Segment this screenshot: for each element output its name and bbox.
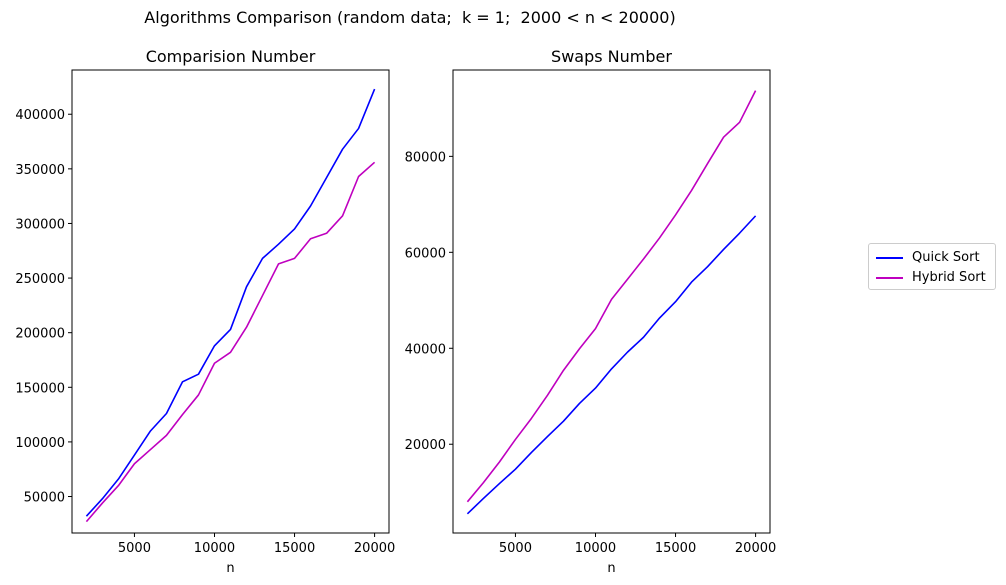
comparison-x-tick-label: 15000 xyxy=(274,541,315,556)
comparison-x-tick-label: 5000 xyxy=(118,541,151,556)
legend-swatch-quick-sort xyxy=(876,257,903,259)
swaps-chart: Swaps Number 5000 10000 15000 20000 20000 4000… xyxy=(405,47,777,576)
comparison-x-tick-label: 10000 xyxy=(194,541,235,556)
swaps-x-tick-label: 20000 xyxy=(735,541,776,556)
comparison-y-tick-label: 250000 xyxy=(15,272,65,287)
swaps-x-label: n xyxy=(607,561,615,576)
comparison-title: Comparision Number xyxy=(146,47,316,66)
comparison-y-tick-label: 400000 xyxy=(15,108,65,123)
legend-label-quick-sort: Quick Sort xyxy=(912,250,980,265)
swaps-line-hybrid-sort xyxy=(466,90,757,503)
comparison-line-hybrid-sort xyxy=(85,161,376,523)
comparison-y-tick-label: 50000 xyxy=(24,491,65,506)
comparison-x-tick-label: 20000 xyxy=(354,541,395,556)
comparison-chart: Comparision Number 5000 10000 15000 20000 500… xyxy=(15,47,395,576)
swaps-axes-frame xyxy=(452,69,771,534)
comparison-y-tick-label: 150000 xyxy=(15,381,65,396)
swaps-x-tick-label: 5000 xyxy=(499,541,532,556)
swaps-x-tick-label: 15000 xyxy=(655,541,696,556)
comparison-y-tick-label: 350000 xyxy=(15,163,65,178)
swaps-x-tick-label: 10000 xyxy=(575,541,616,556)
legend-swatch-hybrid-sort xyxy=(876,277,903,279)
legend-label-hybrid-sort: Hybrid Sort xyxy=(912,270,986,285)
comparison-y-tick-label: 200000 xyxy=(15,327,65,342)
swaps-line-quick-sort xyxy=(466,215,757,515)
swaps-y-tick-label: 60000 xyxy=(405,246,446,261)
swaps-title: Swaps Number xyxy=(551,47,672,66)
legend-item-quick-sort: Quick Sort xyxy=(869,248,995,268)
swaps-y-tick-label: 80000 xyxy=(405,150,446,165)
comparison-y-tick-label: 100000 xyxy=(15,436,65,451)
legend-item-hybrid-sort: Hybrid Sort xyxy=(869,268,995,288)
comparison-line-quick-sort xyxy=(85,88,376,517)
comparison-y-tick-label: 300000 xyxy=(15,217,65,232)
comparison-x-label: n xyxy=(226,561,234,576)
figure-title: Algorithms Comparison (random data; k = … xyxy=(144,8,676,27)
swaps-y-tick-label: 20000 xyxy=(405,438,446,453)
legend: Quick Sort Hybrid Sort xyxy=(868,243,996,290)
swaps-y-tick-label: 40000 xyxy=(405,342,446,357)
comparison-axes-frame xyxy=(71,69,390,534)
